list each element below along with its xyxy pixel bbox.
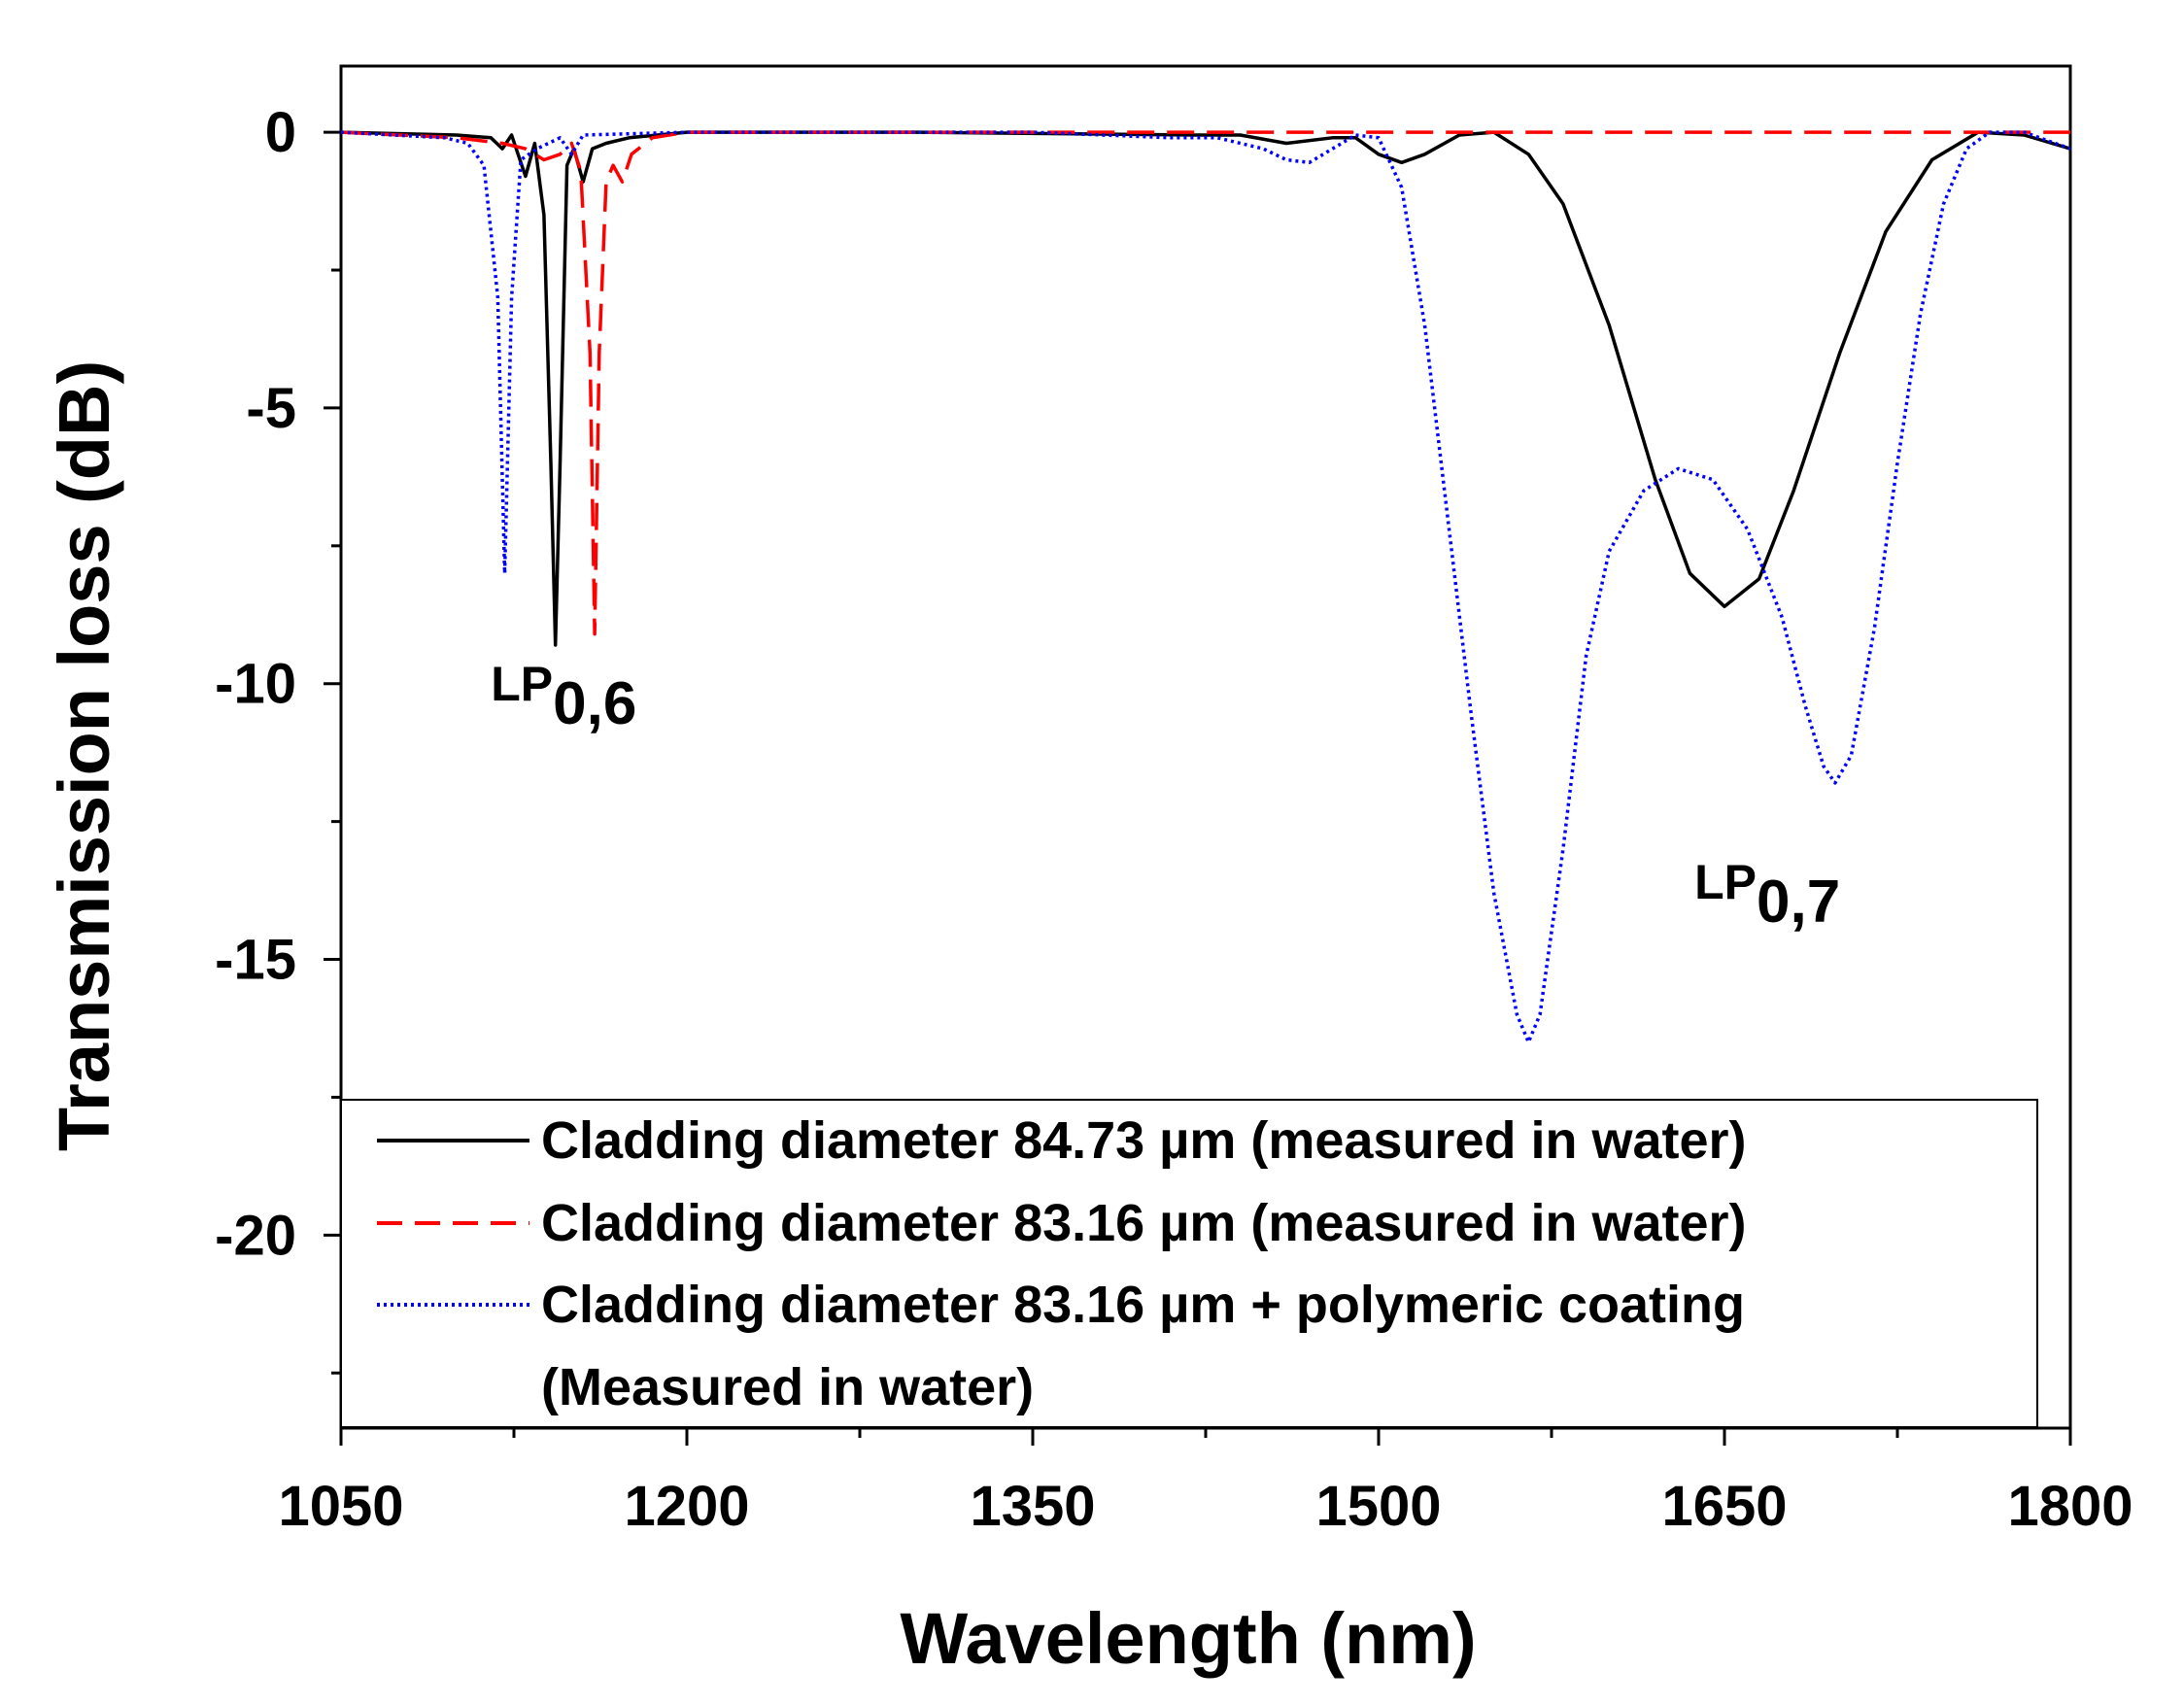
y-tick-label: -15 bbox=[215, 929, 296, 992]
y-tick-label: -10 bbox=[215, 653, 296, 716]
series-line-2 bbox=[341, 130, 2070, 636]
x-tick-label: 1350 bbox=[970, 1475, 1095, 1538]
legend-label-series-1: Cladding diameter 84.73 µm (measured in … bbox=[541, 1111, 1747, 1170]
mode-label-1: LP0,6 bbox=[491, 657, 636, 737]
series-line-3 bbox=[341, 130, 2070, 1044]
legend-label-series-3: Cladding diameter 83.16 µm + polymeric c… bbox=[541, 1276, 1745, 1334]
x-axis-title: Wavelength (nm) bbox=[900, 1598, 1476, 1679]
x-tick-label: 1050 bbox=[278, 1475, 403, 1538]
x-tick-label: 1650 bbox=[1661, 1475, 1787, 1538]
x-tick-label: 1800 bbox=[2007, 1475, 2133, 1538]
legend-box bbox=[340, 1099, 2038, 1428]
y-tick-label: -20 bbox=[215, 1204, 296, 1267]
legend-label-series-2: Cladding diameter 83.16 µm (measured in … bbox=[541, 1194, 1747, 1252]
mode-label-2: LP0,7 bbox=[1694, 855, 1840, 936]
x-tick-label: 1500 bbox=[1315, 1475, 1441, 1538]
y-tick-label: 0 bbox=[265, 101, 296, 164]
x-tick-label: 1200 bbox=[624, 1475, 749, 1538]
legend-label-series-3-line2: (Measured in water) bbox=[541, 1358, 1034, 1416]
y-axis-title: Transmission loss (dB) bbox=[44, 360, 124, 1151]
y-tick-label: -5 bbox=[246, 377, 296, 440]
series-line-1 bbox=[341, 130, 2070, 647]
